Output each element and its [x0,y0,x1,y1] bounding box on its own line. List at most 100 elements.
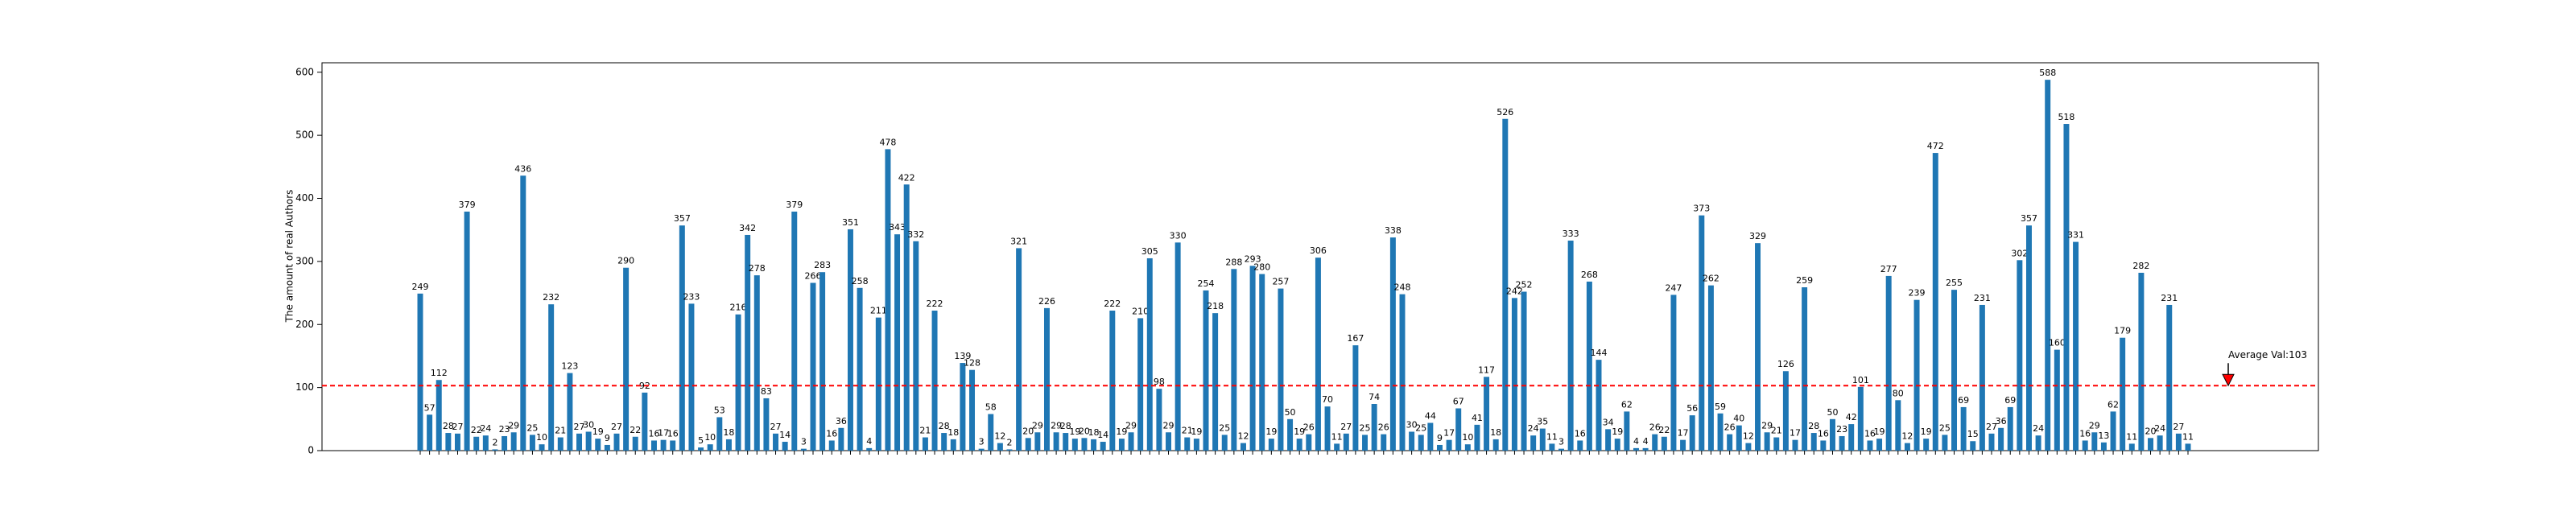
bar [1063,433,1069,451]
bar [510,432,517,451]
bar [1876,439,1883,451]
bar [1717,413,1724,451]
bar [1081,438,1088,451]
bar [1764,432,1770,451]
value-label: 25 [526,422,538,433]
value-label: 373 [1693,204,1710,214]
bar [1166,432,1172,451]
bar [1577,440,1583,451]
bar [417,293,423,451]
value-label: 62 [2107,399,2119,410]
bar [838,427,844,451]
value-label: 29 [1163,420,1174,431]
bar [1006,449,1013,451]
value-label: 11 [2126,431,2137,442]
bar [763,398,770,451]
value-label: 10 [536,432,547,443]
value-label: 28 [1808,421,1819,431]
bar [2120,337,2126,451]
value-label: 25 [1360,422,1371,433]
bar [1306,434,1312,451]
bar [2166,304,2173,451]
value-label: 25 [1415,422,1426,433]
value-label: 11 [1546,431,1558,442]
value-label: 11 [2182,431,2194,442]
bar [1521,291,1527,451]
value-label: 27 [1340,422,1352,432]
value-label: 4 [1633,436,1639,447]
bar [1268,439,1274,451]
bar [1334,443,1340,451]
bar [1699,215,1705,451]
bar [1829,418,1835,451]
bar [941,433,947,451]
value-label: 128 [964,358,980,369]
bar [978,448,985,451]
value-label: 17 [658,428,669,439]
value-label: 379 [459,200,476,210]
bar [745,234,751,451]
bar [520,175,526,451]
value-label: 19 [1874,426,1885,437]
value-label: 26 [1303,422,1315,433]
bar [1820,440,1827,451]
bar [473,436,480,451]
value-label: 14 [779,430,791,440]
bar [427,414,433,451]
value-label: 24 [2033,423,2044,434]
value-label: 28 [1060,421,1071,431]
value-label: 28 [939,421,950,431]
bar [1979,304,1985,451]
value-label: 2 [1007,437,1013,447]
bar [1146,258,1153,451]
value-label: 26 [1649,422,1661,433]
value-label: 144 [1591,348,1608,358]
value-label: 232 [543,292,559,303]
bar [1193,439,1199,451]
bar [1988,433,1995,451]
bar [819,272,826,451]
bar [950,439,956,451]
bar [1427,422,1434,451]
bar [1474,424,1480,451]
bar [1278,288,1284,451]
value-label: 50 [1827,407,1838,418]
value-label: 288 [1225,257,1242,267]
value-label: 25 [1219,422,1230,433]
value-label: 112 [431,368,448,378]
bar [2091,432,2098,451]
value-label: 268 [1581,270,1598,280]
bar [1511,298,1517,451]
bar [548,304,555,451]
value-label: 216 [730,303,747,313]
value-label: 226 [1038,296,1055,307]
value-label: 70 [1322,394,1333,405]
value-label: 69 [2004,395,2016,406]
bar [810,282,816,451]
value-label: 21 [919,426,931,436]
y-tick-label: 500 [295,130,314,141]
value-label: 26 [1378,422,1389,433]
bar [1727,434,1733,451]
bar [1071,439,1078,451]
bar [875,317,881,451]
value-label: 167 [1347,333,1364,344]
value-label: 22 [630,425,641,435]
bar [1810,433,1817,451]
value-label: 19 [1612,426,1623,437]
value-label: 472 [1927,141,1944,151]
bar [707,444,713,451]
bar [1904,443,1910,451]
bar [2138,272,2145,451]
value-label: 351 [842,217,859,228]
value-label: 26 [1724,422,1736,433]
bar [688,303,695,451]
bar [1492,439,1499,451]
value-label: 126 [1777,359,1794,369]
value-label: 329 [1749,231,1766,241]
bar [1203,290,1209,451]
bar [585,431,592,451]
bar [670,440,676,451]
value-label: 222 [1104,299,1121,309]
bar [1053,432,1059,451]
